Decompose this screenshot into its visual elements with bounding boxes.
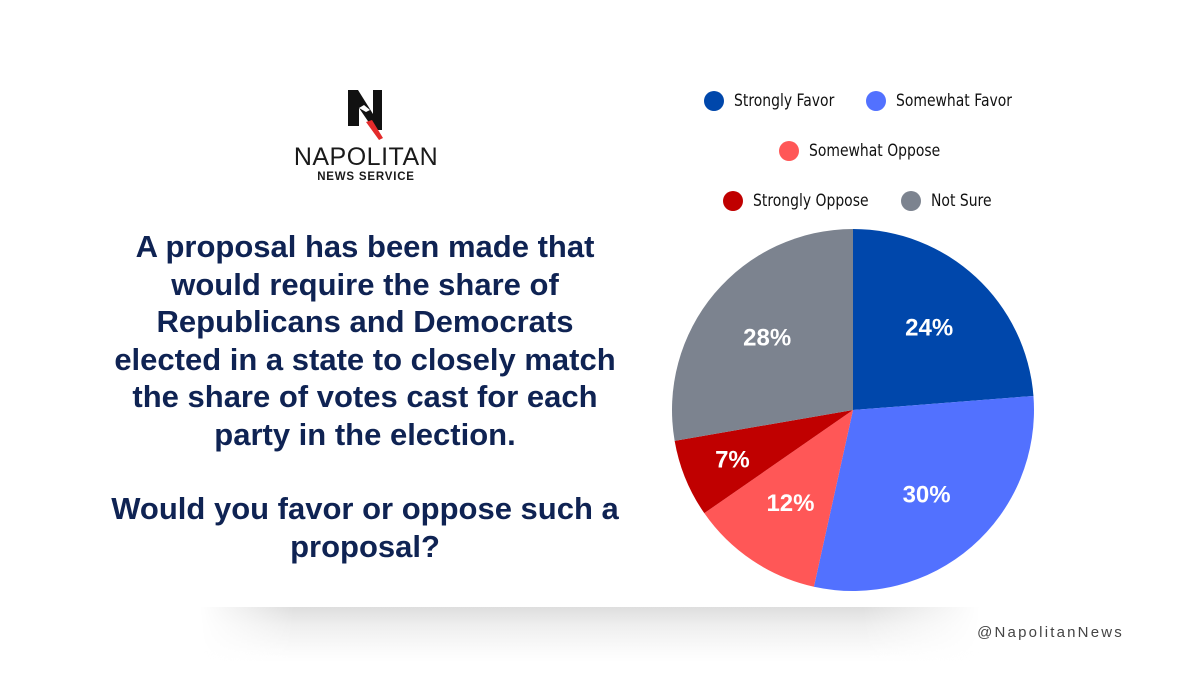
- legend-label: Strongly Oppose: [753, 191, 869, 211]
- legend-item-somewhat-oppose: Somewhat Oppose: [779, 141, 941, 161]
- legend-swatch: [779, 141, 799, 161]
- napolitan-logo: NAPOLITAN NEWS SERVICE: [286, 88, 446, 188]
- social-handle: @NapolitanNews: [977, 624, 1124, 641]
- pie-slice-strongly-oppose: [674, 410, 853, 514]
- infographic-card: NAPOLITAN NEWS SERVICE A proposal has be…: [110, 76, 1040, 591]
- question-prompt: Would you favor or oppose such a proposa…: [111, 491, 619, 564]
- pie-chart: 24% 30% 12% 7% 28%: [672, 229, 1034, 591]
- question-text: A proposal has been made that would requ…: [114, 229, 616, 452]
- legend-item-not-sure: Not Sure: [901, 191, 997, 211]
- chart-legend: Strongly Favor Somewhat Favor Somewhat O…: [680, 76, 1040, 226]
- pie-slice-strongly-favor: [853, 229, 1034, 410]
- legend-label: Not Sure: [931, 191, 992, 211]
- data-label-strongly-oppose: 7%: [715, 446, 750, 473]
- legend-swatch: [723, 191, 743, 211]
- brand-subtitle: NEWS SERVICE: [317, 171, 415, 183]
- data-label-strongly-favor: 24%: [905, 315, 953, 342]
- napolitan-n-eagle-icon: [348, 90, 383, 140]
- data-label-somewhat-favor: 30%: [903, 482, 951, 509]
- pie-slice-not-sure: [672, 229, 853, 441]
- card-shadow: [200, 607, 980, 662]
- legend-swatch: [704, 91, 724, 111]
- legend-label: Somewhat Oppose: [809, 141, 941, 161]
- brand-name: NAPOLITAN: [293, 143, 439, 171]
- data-label-somewhat-oppose: 12%: [766, 490, 814, 517]
- data-label-not-sure: 28%: [743, 325, 791, 352]
- legend-swatch: [901, 191, 921, 211]
- legend-swatch: [866, 91, 886, 111]
- survey-question: A proposal has been made that would requ…: [110, 228, 620, 565]
- legend-label: Strongly Favor: [734, 91, 835, 111]
- legend-item-strongly-favor: Strongly Favor: [704, 91, 838, 111]
- legend-item-strongly-oppose: Strongly Oppose: [723, 191, 873, 211]
- pie-slice-somewhat-favor: [813, 395, 1034, 591]
- legend-item-somewhat-favor: Somewhat Favor: [866, 91, 1016, 111]
- pie-slice-somewhat-oppose: [704, 410, 853, 587]
- legend-label: Somewhat Favor: [896, 91, 1013, 111]
